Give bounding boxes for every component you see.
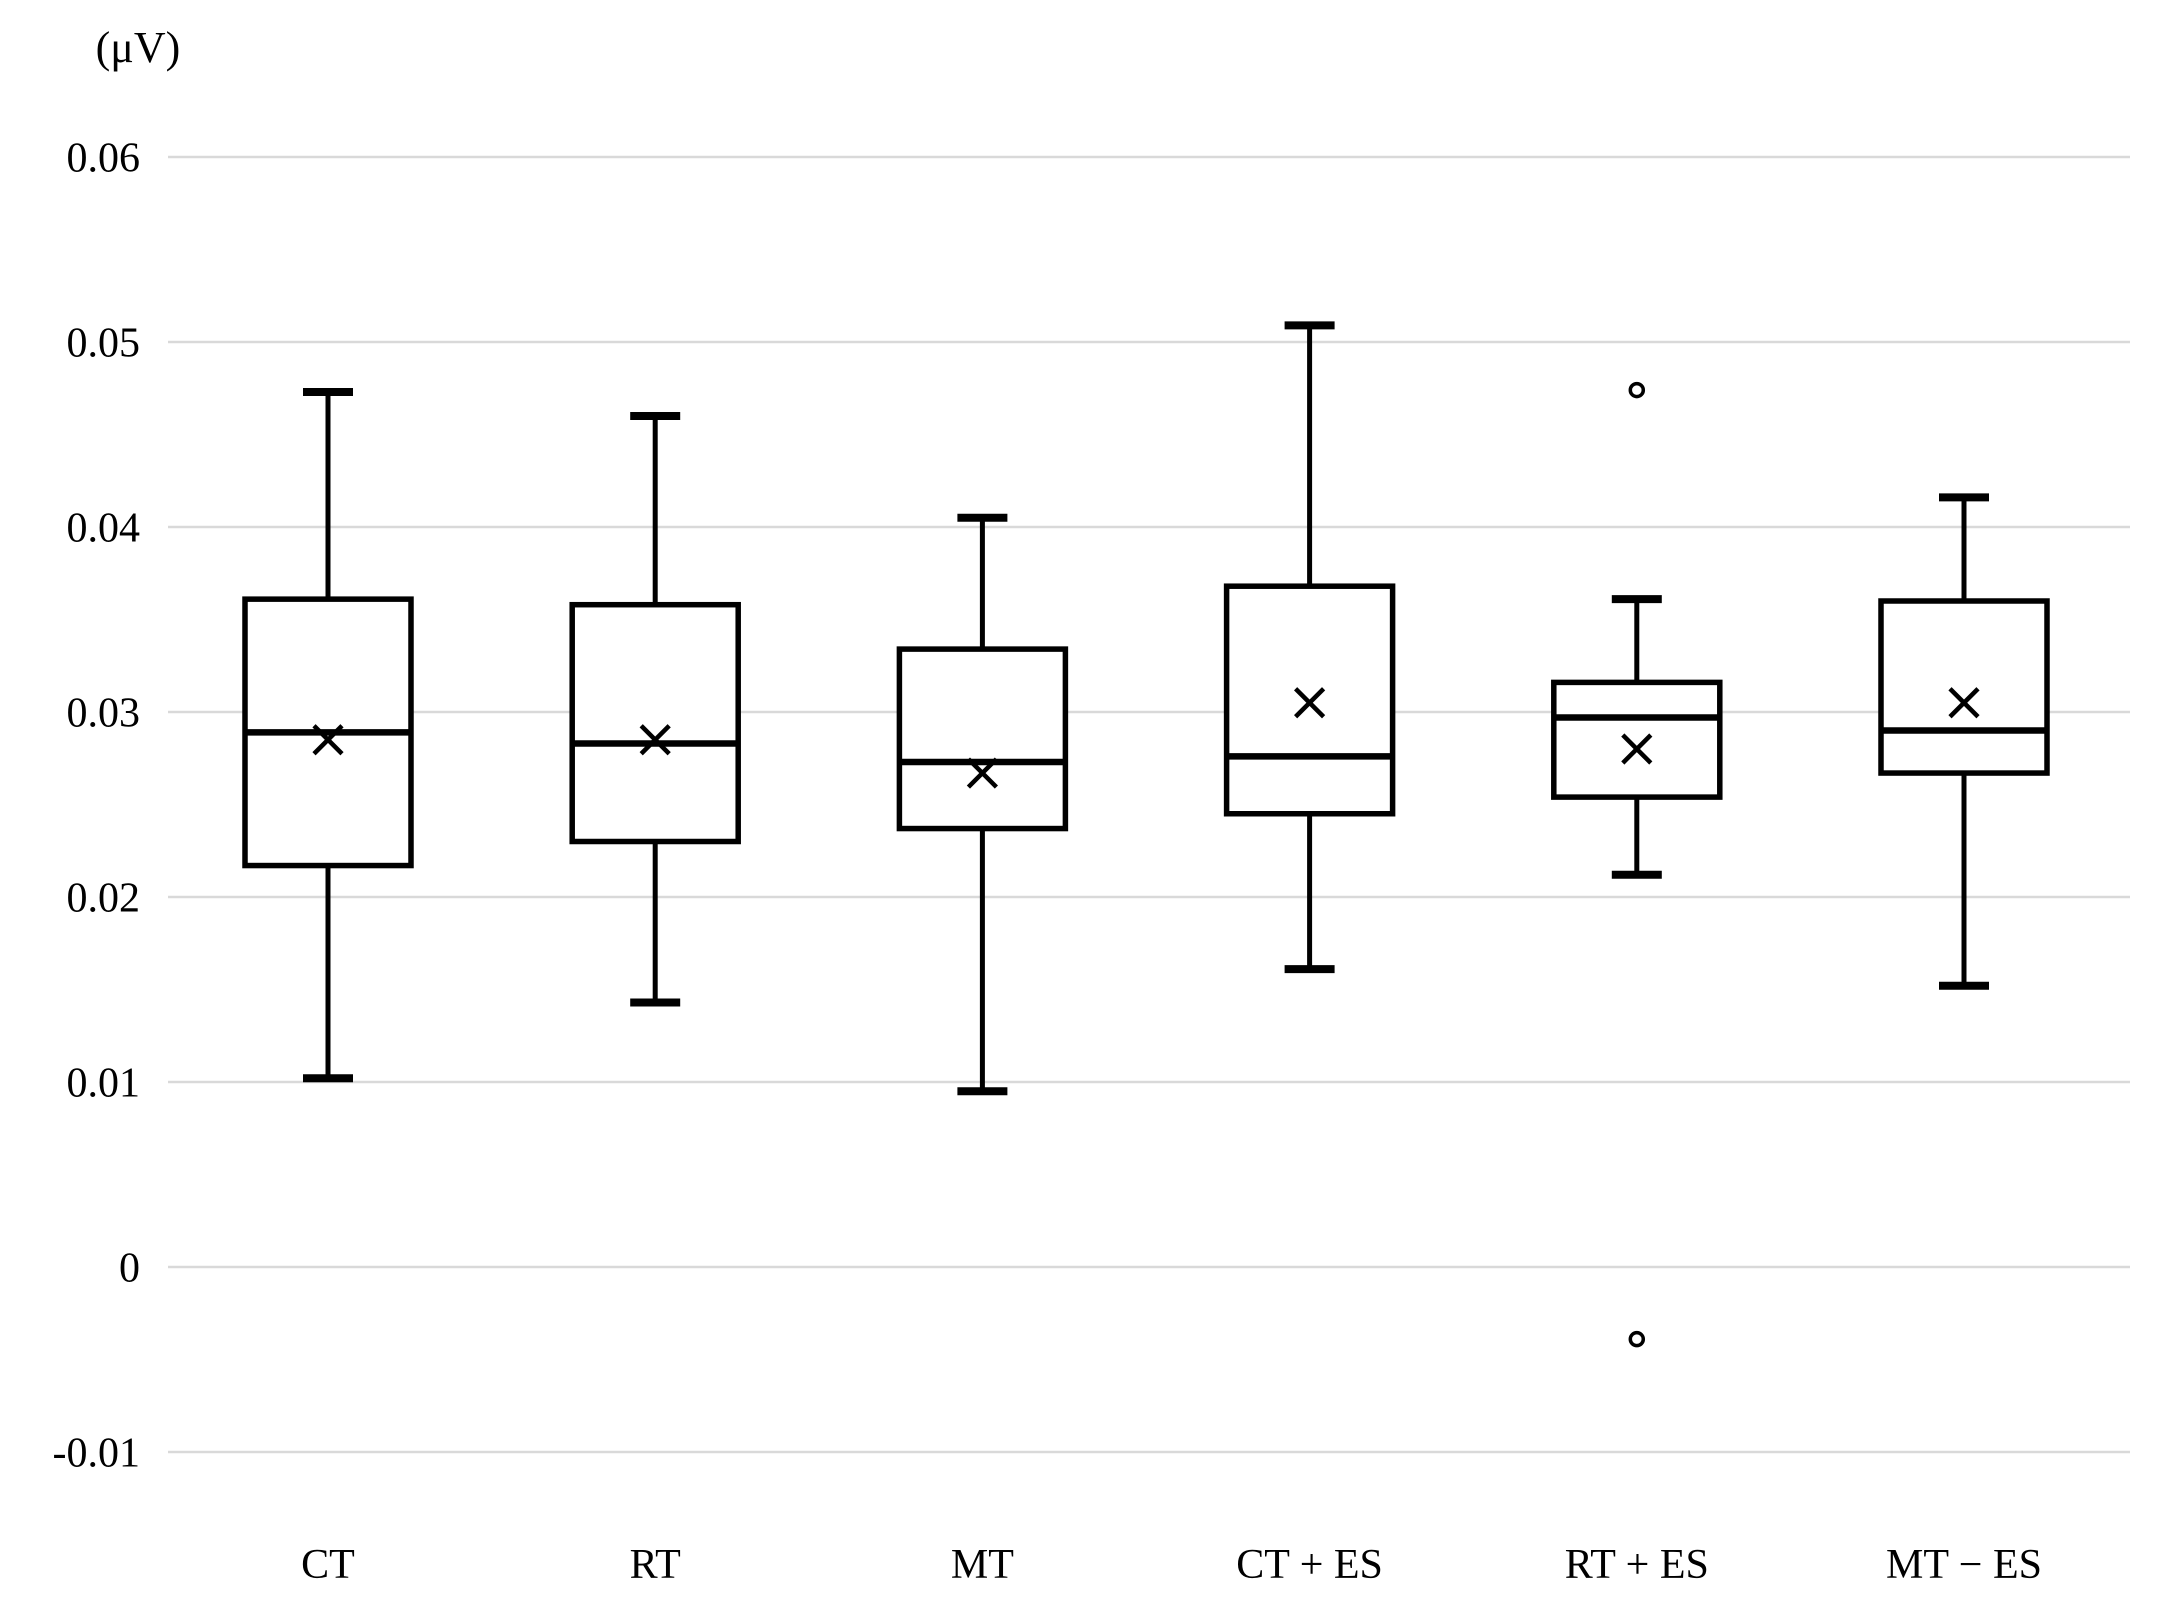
iqr-box-MT	[896, 646, 1069, 832]
y-tick-label: 0.06	[67, 135, 141, 181]
y-tick-label: 0.02	[67, 875, 141, 921]
mean-marker-CT + ES	[1294, 687, 1326, 719]
x-category-label: MT	[951, 1542, 1014, 1588]
mean-marker-RT	[639, 724, 671, 756]
mean-marker-CT	[312, 724, 344, 756]
y-tick-label: -0.01	[53, 1430, 141, 1476]
iqr-box-MT − ES	[1878, 598, 2050, 776]
y-tick-label: 0.05	[67, 320, 141, 366]
y-tick-label: 0	[119, 1245, 140, 1291]
iqr-box-RT	[569, 601, 741, 845]
x-category-label: RT	[630, 1542, 681, 1588]
y-axis-unit-label: (μV)	[96, 23, 181, 72]
x-category-label: CT + ES	[1236, 1542, 1383, 1588]
iqr-box-RT + ES	[1551, 679, 1723, 800]
y-tick-label: 0.03	[67, 690, 141, 736]
y-tick-label: 0.01	[67, 1060, 141, 1106]
mean-marker-MT	[966, 757, 998, 789]
mean-marker-RT + ES	[1621, 733, 1653, 765]
x-category-label: RT + ES	[1565, 1542, 1709, 1588]
outlier-marker-RT + ES	[1628, 1330, 1646, 1348]
x-category-label: MT − ES	[1886, 1542, 2042, 1588]
outlier-marker-RT + ES	[1628, 381, 1646, 399]
mean-marker-MT − ES	[1948, 687, 1980, 719]
y-tick-label: 0.04	[67, 505, 141, 551]
x-category-label: CT	[301, 1542, 355, 1588]
